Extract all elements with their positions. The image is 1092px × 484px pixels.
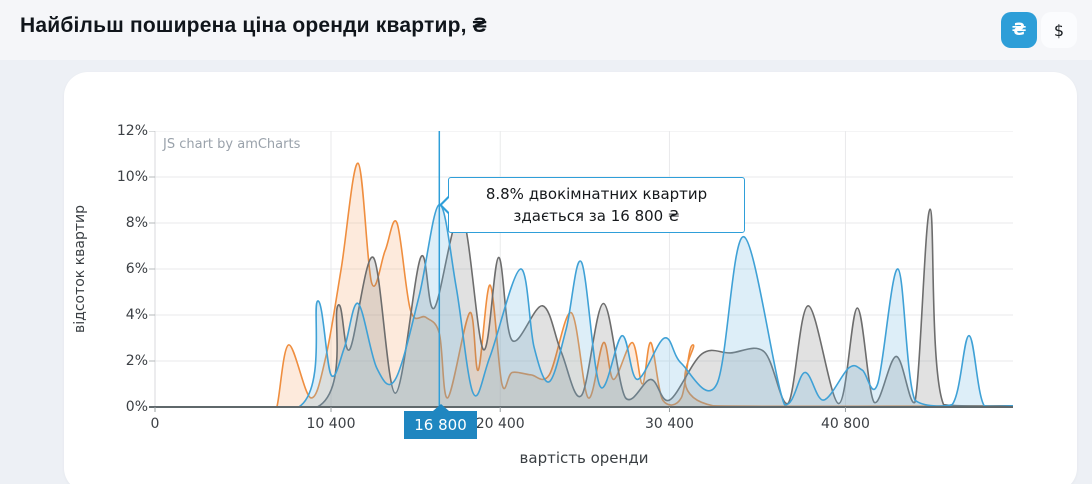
cursor-x-label[interactable]: 16 800: [404, 411, 477, 439]
x-tick-label: 30 400: [644, 416, 694, 432]
page-title: Найбільш поширена ціна оренди квартир, ₴: [20, 14, 487, 37]
blue-series-line: [155, 203, 1014, 408]
y-tick-label: 10%: [116, 169, 148, 185]
y-tick-label: 8%: [125, 215, 148, 231]
x-tick-label: 20 400: [475, 416, 525, 432]
y-axis-title: відсоток квартир: [72, 204, 88, 334]
x-axis-title: вартість оренди: [519, 449, 649, 467]
y-tick-label: 0%: [125, 399, 148, 415]
tooltip-line-1: 8.8% двокімнатних квартир: [485, 185, 708, 203]
y-tick-label: 6%: [125, 261, 148, 277]
header: Найбільш поширена ціна оренди квартир, ₴…: [0, 0, 1092, 60]
x-tick-label: 0: [150, 416, 160, 432]
chart-tooltip: 8.8% двокімнатних квартир здається за 16…: [439, 177, 745, 233]
blue-series-area: [155, 204, 1013, 407]
gray-series-line: [155, 208, 1014, 408]
amcharts-watermark: JS chart by amCharts: [163, 137, 301, 152]
currency-usd-button[interactable]: $: [1041, 12, 1077, 48]
chart-card: [64, 72, 1077, 484]
currency-uah-button[interactable]: ₴: [1001, 12, 1037, 48]
x-tick-label: 40 800: [820, 416, 870, 432]
y-tick-label: 2%: [125, 353, 148, 369]
orange-series-line: [155, 162, 1014, 408]
y-tick-label: 12%: [116, 123, 148, 139]
tooltip-line-2: здається за 16 800 ₴: [513, 207, 680, 225]
plot-svg: [149, 131, 1014, 412]
x-tick-label: 10 400: [306, 416, 356, 432]
gray-series-area: [155, 209, 1013, 407]
y-tick-label: 4%: [125, 307, 148, 323]
